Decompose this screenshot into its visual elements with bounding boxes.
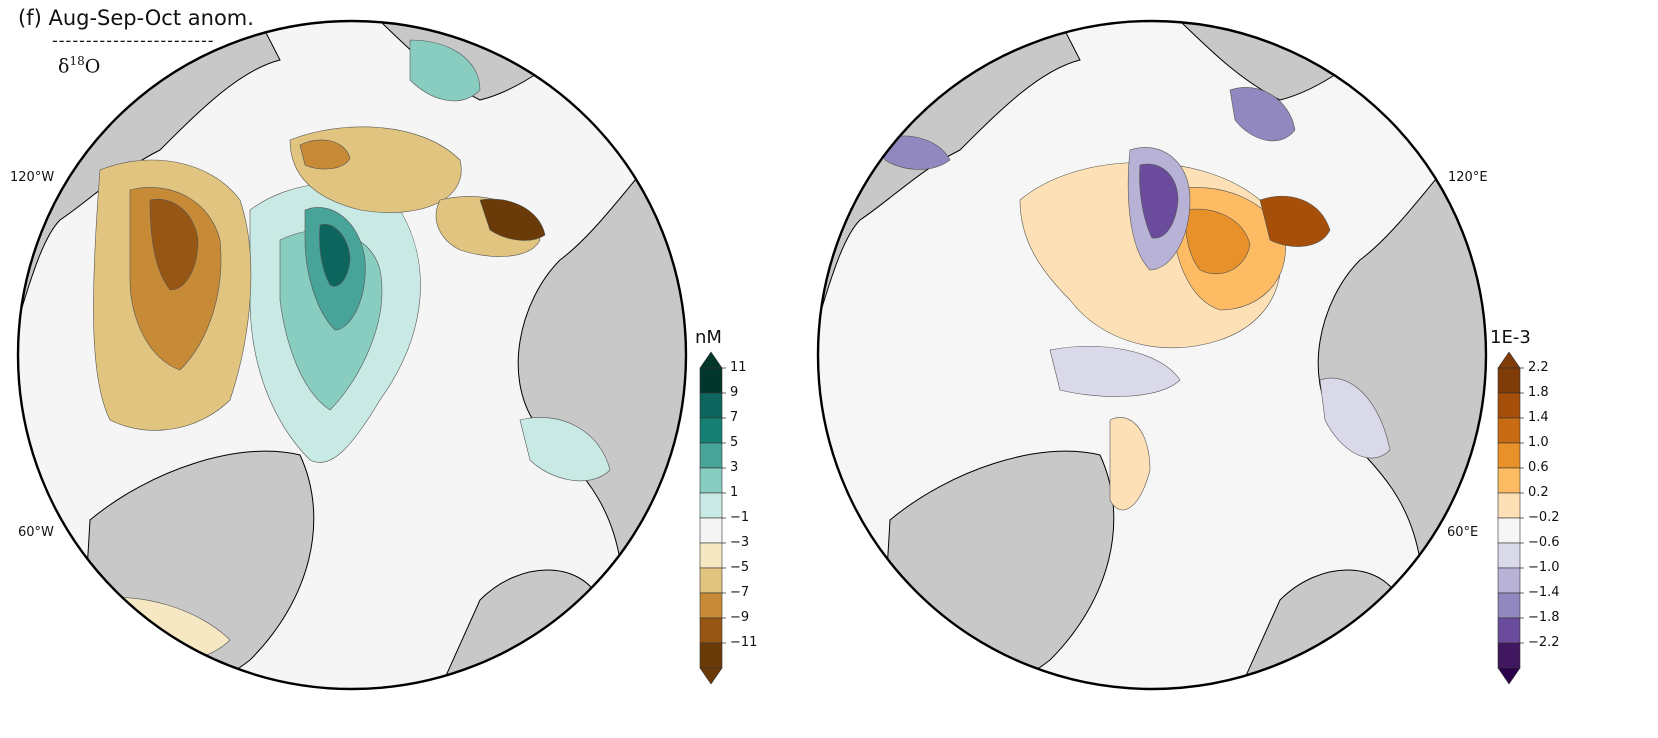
right-colorbar-swatch (1497, 567, 1521, 594)
right-patch-brown (1259, 196, 1331, 247)
left-colorbar-swatch (699, 417, 723, 444)
left-colorbar-swatch (699, 467, 723, 494)
right-patch-purple-top (1229, 87, 1296, 142)
right-colorbar-tick-label: −0.6 (1528, 535, 1560, 550)
right-map-boundary (816, 19, 1488, 691)
left-lon-upper: 120°W (10, 170, 55, 185)
right-patch-purple-core (1139, 163, 1179, 239)
left-colorbar-tick-label: 7 (730, 410, 739, 425)
right-patch-lavender-edge (1319, 377, 1391, 459)
left-colorbar-swatch (699, 542, 723, 569)
right-colorbar-tick-label: −1.8 (1528, 610, 1560, 625)
left-colorbar-tick-label: 11 (730, 360, 747, 375)
right-patch-light-orange-bottom (1109, 417, 1151, 511)
right-patch-dark-orange (1184, 208, 1251, 275)
right-colorbar-swatch (1497, 367, 1521, 394)
right-colorbar-tick-label: 1.4 (1528, 410, 1549, 425)
right-colorbar-tick-label: 0.2 (1528, 485, 1549, 500)
right-lon-lower: 60°E (1447, 525, 1479, 540)
left-colorbar-tick-label: −11 (730, 635, 758, 650)
left-colorbar-tick-label: −7 (730, 585, 750, 600)
left-colorbar (699, 351, 726, 685)
right-patch-purple-left (879, 135, 951, 170)
right-colorbar-extend-bottom (1497, 667, 1521, 685)
right-colorbar-swatch (1497, 542, 1521, 569)
panel-title: (f) Aug-Sep-Oct anom. (18, 6, 254, 30)
right-colorbar-tick-label: −1.4 (1528, 585, 1560, 600)
left-patch-teal-right (519, 417, 611, 482)
right-colorbar-tick-label: 2.2 (1528, 360, 1549, 375)
left-map-boundary (16, 19, 688, 691)
left-patch-brown-core (149, 198, 199, 291)
left-colorbar-tick-label: −3 (730, 535, 750, 550)
right-colorbar-tick-label: 0.6 (1528, 460, 1549, 475)
right-colorbar-swatch (1497, 442, 1521, 469)
left-colorbar-swatch (699, 442, 723, 469)
left-colorbar-tick-label: −1 (730, 510, 750, 525)
right-colorbar-swatch (1497, 467, 1521, 494)
left-colorbar-extend-bottom (699, 667, 723, 685)
right-colorbar-swatch (1497, 642, 1521, 669)
left-colorbar-swatch (699, 367, 723, 394)
right-colorbar-tick-label: −2.2 (1528, 635, 1560, 650)
left-patch-tan-top-core (299, 139, 351, 170)
left-colorbar-swatch (699, 592, 723, 619)
left-colorbar-swatch (699, 642, 723, 669)
left-colorbar-tick-label: −9 (730, 610, 750, 625)
right-patch-lavender (1049, 345, 1181, 397)
left-colorbar-tick-label: 5 (730, 435, 739, 450)
right-lon-upper: 120°E (1448, 170, 1488, 185)
right-colorbar-unit: 1E-3 (1490, 327, 1531, 348)
left-colorbar-unit: nM (695, 327, 722, 348)
left-colorbar-tick-label: −5 (730, 560, 750, 575)
right-colorbar-tick-label: 1.0 (1528, 435, 1549, 450)
left-colorbar-swatch (699, 567, 723, 594)
left-patch-teal-core (319, 223, 351, 287)
left-colorbar-swatch (699, 492, 723, 519)
right-colorbar-swatch (1497, 617, 1521, 644)
right-colorbar (1497, 351, 1524, 685)
left-colorbar-swatch (699, 517, 723, 544)
right-colorbar-tick-label: −0.2 (1528, 510, 1560, 525)
right-colorbar-swatch (1497, 592, 1521, 619)
left-colorbar-swatch (699, 617, 723, 644)
left-colorbar-tick-label: 1 (730, 485, 739, 500)
left-colorbar-swatch (699, 392, 723, 419)
variable-label: δ18O (58, 54, 101, 78)
right-colorbar-extend-top (1497, 351, 1521, 369)
right-colorbar-tick-label: −1.0 (1528, 560, 1560, 575)
right-colorbar-swatch (1497, 417, 1521, 444)
right-colorbar-swatch (1497, 517, 1521, 544)
title-separator: ------------------------ (52, 31, 215, 50)
left-colorbar-tick-label: 9 (730, 385, 739, 400)
left-colorbar-tick-label: 3 (730, 460, 739, 475)
right-colorbar-swatch (1497, 392, 1521, 419)
right-colorbar-tick-label: 1.8 (1528, 385, 1549, 400)
left-lon-lower: 60°W (18, 525, 54, 540)
left-patch-dark-right (479, 198, 546, 241)
right-colorbar-swatch (1497, 492, 1521, 519)
left-colorbar-extend-top (699, 351, 723, 369)
left-patch-teal-top (409, 39, 481, 102)
